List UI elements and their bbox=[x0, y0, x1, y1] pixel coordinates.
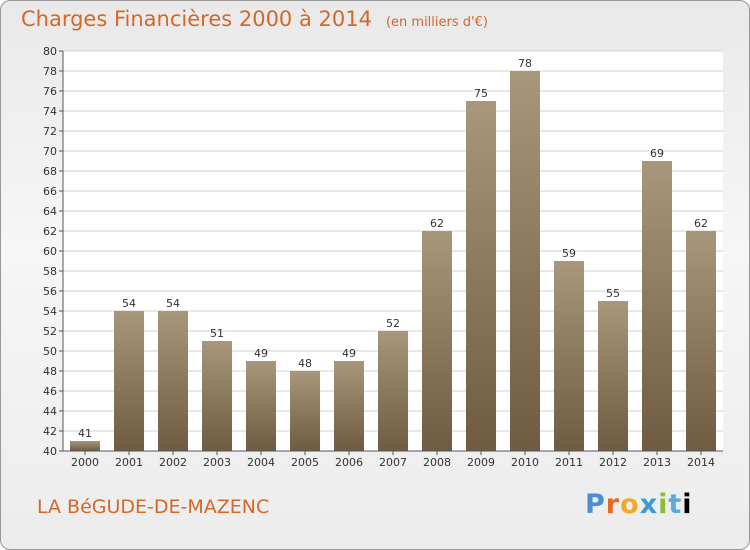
x-tick-label: 2000 bbox=[71, 456, 99, 469]
x-tick-label: 2011 bbox=[555, 456, 583, 469]
bar-2014 bbox=[686, 231, 716, 451]
data-label-2004: 49 bbox=[254, 347, 268, 360]
bar-2000 bbox=[70, 441, 100, 451]
data-label-2003: 51 bbox=[210, 327, 224, 340]
data-label-2009: 75 bbox=[474, 87, 488, 100]
bar-2008 bbox=[422, 231, 452, 451]
y-tick-label: 70 bbox=[43, 145, 57, 158]
y-tick-label: 56 bbox=[43, 285, 57, 298]
data-label-2012: 55 bbox=[606, 287, 620, 300]
x-tick-label: 2005 bbox=[291, 456, 319, 469]
data-label-2008: 62 bbox=[430, 217, 444, 230]
data-label-2007: 52 bbox=[386, 317, 400, 330]
y-tick-label: 46 bbox=[43, 385, 57, 398]
bar-2006 bbox=[334, 361, 364, 451]
bar-chart: 40 42 44 46 48 50 52 54 56 58 60 62 64 66 68 70 72 74 76 78… bbox=[43, 45, 723, 469]
data-labels: 41 54 54 51 49 48 49 52 62 75 78 59 55 69 62 bbox=[78, 57, 708, 440]
y-tick-label: 80 bbox=[43, 45, 57, 58]
bar-2005 bbox=[290, 371, 320, 451]
x-tick-label: 2004 bbox=[247, 456, 275, 469]
data-label-2010: 78 bbox=[518, 57, 532, 70]
x-tick-label: 2006 bbox=[335, 456, 363, 469]
y-tick-label: 54 bbox=[43, 305, 57, 318]
data-label-2001: 54 bbox=[122, 297, 136, 310]
x-tick-label: 2003 bbox=[203, 456, 231, 469]
x-tick-label: 2001 bbox=[115, 456, 143, 469]
y-tick-label: 72 bbox=[43, 125, 57, 138]
bars bbox=[70, 71, 716, 451]
y-tick-label: 68 bbox=[43, 165, 57, 178]
bar-2009 bbox=[466, 101, 496, 451]
city-name: LA BéGUDE-DE-MAZENC bbox=[37, 496, 270, 518]
x-axis-ticks: 2000 2001 2002 2003 2004 2005 2006 2007 2008 2009… bbox=[71, 451, 715, 469]
x-tick-label: 2008 bbox=[423, 456, 451, 469]
data-label-2011: 59 bbox=[562, 247, 576, 260]
bar-2004 bbox=[246, 361, 276, 451]
bar-2002 bbox=[158, 311, 188, 451]
x-tick-label: 2010 bbox=[511, 456, 539, 469]
chart-title-text: Charges Financières 2000 à 2014 bbox=[21, 7, 372, 31]
data-label-2000: 41 bbox=[78, 427, 92, 440]
y-tick-label: 58 bbox=[43, 265, 57, 278]
bar-2007 bbox=[378, 331, 408, 451]
x-tick-label: 2013 bbox=[643, 456, 671, 469]
bar-2011 bbox=[554, 261, 584, 451]
x-tick-label: 2009 bbox=[467, 456, 495, 469]
y-tick-label: 64 bbox=[43, 205, 57, 218]
y-tick-label: 48 bbox=[43, 365, 57, 378]
y-tick-label: 66 bbox=[43, 185, 57, 198]
y-axis-ticks: 40 42 44 46 48 50 52 54 56 58 60 62 64 66 68 70 72 74 76 78… bbox=[43, 45, 63, 458]
y-tick-label: 74 bbox=[43, 105, 57, 118]
data-label-2013: 69 bbox=[650, 147, 664, 160]
y-tick-label: 40 bbox=[43, 445, 57, 458]
chart-title: Charges Financières 2000 à 2014 (en milli… bbox=[21, 7, 488, 31]
bar-2010 bbox=[510, 71, 540, 451]
bar-2013 bbox=[642, 161, 672, 451]
y-tick-label: 44 bbox=[43, 405, 57, 418]
proxiti-logo: Proxiti bbox=[585, 489, 693, 520]
data-label-2002: 54 bbox=[166, 297, 180, 310]
y-tick-label: 52 bbox=[43, 325, 57, 338]
data-label-2006: 49 bbox=[342, 347, 356, 360]
y-tick-label: 76 bbox=[43, 85, 57, 98]
x-tick-label: 2014 bbox=[687, 456, 715, 469]
chart-unit: (en milliers d'€) bbox=[385, 15, 488, 30]
x-tick-label: 2012 bbox=[599, 456, 627, 469]
x-tick-label: 2007 bbox=[379, 456, 407, 469]
y-tick-label: 50 bbox=[43, 345, 57, 358]
x-tick-label: 2002 bbox=[159, 456, 187, 469]
data-label-2005: 48 bbox=[298, 357, 312, 370]
data-label-2014: 62 bbox=[694, 217, 708, 230]
bar-2001 bbox=[114, 311, 144, 451]
bar-2003 bbox=[202, 341, 232, 451]
y-tick-label: 60 bbox=[43, 245, 57, 258]
y-tick-label: 42 bbox=[43, 425, 57, 438]
bar-2012 bbox=[598, 301, 628, 451]
y-tick-label: 78 bbox=[43, 65, 57, 78]
y-tick-label: 62 bbox=[43, 225, 57, 238]
